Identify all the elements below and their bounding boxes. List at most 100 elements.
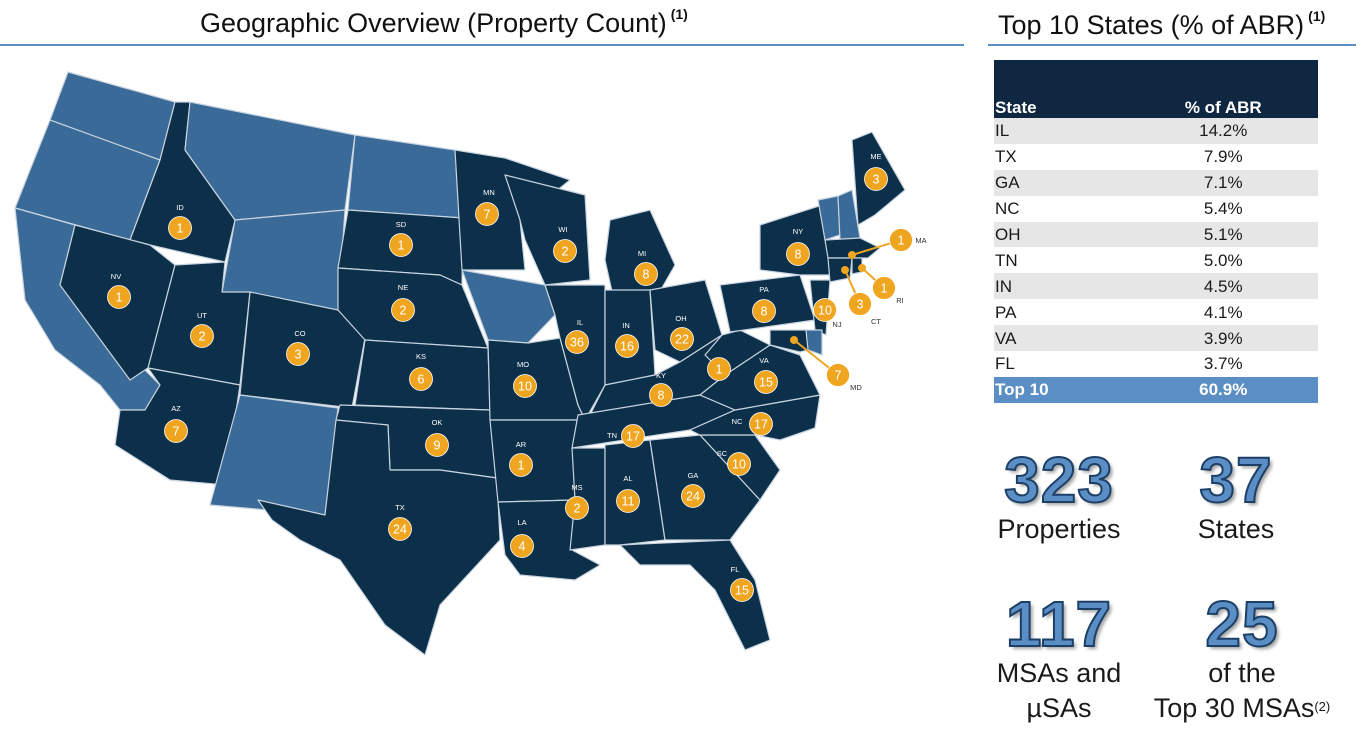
- state-label-ri: RI: [896, 296, 904, 305]
- state-label-mo: MO: [517, 360, 529, 369]
- state-label-sd: SD: [396, 220, 407, 229]
- leader-dot-ma: [849, 252, 855, 258]
- abr-row-ga: GA 7.1%: [994, 170, 1318, 196]
- count-value-la: 4: [519, 540, 526, 554]
- state-label-fl: FL: [731, 565, 740, 574]
- map-title: Geographic Overview (Property Count) (1): [200, 8, 688, 39]
- state-label-nj: NJ: [832, 320, 841, 329]
- state-label-ky: KY: [656, 371, 666, 380]
- abr-header-state: State: [994, 60, 1128, 118]
- count-value-fl: 15: [735, 584, 749, 598]
- count-value-wi: 2: [562, 245, 569, 259]
- count-value-ky: 8: [658, 389, 665, 403]
- state-label-ok: OK: [432, 418, 443, 427]
- count-value-ga: 24: [686, 490, 700, 504]
- abr-cell-state: TN: [994, 247, 1128, 273]
- map-title-footnote: (1): [671, 6, 688, 22]
- count-value-ms: 2: [574, 502, 581, 516]
- abr-cell-pct: 4.1%: [1128, 299, 1319, 325]
- abr-cell-state: TX: [994, 144, 1128, 170]
- abr-cell-state: GA: [994, 170, 1128, 196]
- stat-msas-label-2: µSAs: [992, 691, 1126, 726]
- count-value-nj: 10: [818, 304, 832, 318]
- count-value-id: 1: [177, 222, 184, 236]
- state-label-wi: WI: [558, 225, 567, 234]
- stat-states-label: States: [1180, 512, 1292, 547]
- leader-dot-md: [791, 337, 797, 343]
- abr-table-header: State % of ABR: [994, 60, 1318, 118]
- count-value-ks: 6: [418, 373, 425, 387]
- abr-cell-pct: 7.1%: [1128, 170, 1319, 196]
- abr-cell-state: FL: [994, 351, 1128, 377]
- count-value-mo: 10: [518, 380, 532, 394]
- count-value-nv: 1: [116, 291, 123, 305]
- abr-row-pa: PA 4.1%: [994, 299, 1318, 325]
- state-label-pa: PA: [759, 285, 768, 294]
- count-value-va: 15: [759, 376, 773, 390]
- stat-msas: 117 MSAs and µSAs: [992, 592, 1126, 726]
- state-label-oh: OH: [675, 314, 686, 323]
- state-label-nc: NC: [732, 417, 743, 426]
- abr-row-fl: FL 3.7%: [994, 351, 1318, 377]
- count-value-ct: 3: [857, 298, 864, 312]
- count-value-al: 11: [622, 495, 635, 509]
- table-title-text: Top 10 States (% of ABR): [998, 10, 1304, 40]
- state-label-id: ID: [176, 203, 184, 212]
- table-title-rule: [988, 44, 1356, 46]
- state-label-ga: GA: [688, 471, 699, 480]
- abr-row-oh: OH 5.1%: [994, 222, 1318, 248]
- state-label-tn: TN: [607, 431, 617, 440]
- state-label-co: CO: [294, 329, 305, 338]
- abr-row-tx: TX 7.9%: [994, 144, 1318, 170]
- state-label-al: AL: [623, 474, 632, 483]
- count-value-nc: 17: [754, 418, 768, 432]
- count-value-ut: 2: [199, 330, 206, 344]
- abr-cell-state: NC: [994, 196, 1128, 222]
- count-value-oh: 22: [675, 333, 689, 347]
- stat-msas-value: 117: [992, 592, 1126, 656]
- abr-table: State % of ABR IL 14.2% TX 7.9% GA 7.1% NC 5.4%…: [994, 60, 1318, 403]
- state-label-az: AZ: [171, 404, 181, 413]
- abr-cell-state: VA: [994, 325, 1128, 351]
- abr-cell-pct: 5.0%: [1128, 247, 1319, 273]
- table-title-footnote: (1): [1308, 8, 1325, 24]
- count-value-ri: 1: [881, 282, 888, 296]
- state-label-tx: TX: [395, 503, 405, 512]
- stat-properties-value: 323: [994, 448, 1124, 512]
- state-label-in: IN: [622, 321, 630, 330]
- stat-msas-label-1: MSAs and: [992, 656, 1126, 691]
- table-title: Top 10 States (% of ABR) (1): [998, 10, 1325, 41]
- map-title-rule: [0, 44, 964, 46]
- abr-row-in: IN 4.5%: [994, 273, 1318, 299]
- stat-states: 37 States: [1180, 448, 1292, 547]
- stat-states-value: 37: [1180, 448, 1292, 512]
- leader-dot-ri: [859, 265, 865, 271]
- count-value-ny: 8: [795, 248, 802, 262]
- count-value-tn: 17: [626, 430, 640, 444]
- state-label-ne: NE: [398, 283, 408, 292]
- state-label-ut: UT: [197, 311, 207, 320]
- stat-top30-label-2-text: Top 30 MSAs: [1154, 693, 1315, 723]
- state-label-ks: KS: [416, 352, 426, 361]
- state-nd: [348, 135, 463, 218]
- state-label-va: VA: [759, 356, 768, 365]
- stat-properties: 323 Properties: [994, 448, 1124, 547]
- state-label-ar: AR: [516, 440, 527, 449]
- state-label-ct: CT: [871, 317, 881, 326]
- abr-cell-pct: 5.1%: [1128, 222, 1319, 248]
- state-label-me: ME: [870, 152, 881, 161]
- abr-cell-state: IL: [994, 118, 1128, 144]
- abr-cell-pct: 5.4%: [1128, 196, 1319, 222]
- state-label-sc: SC: [717, 449, 728, 458]
- state-label-nv: NV: [111, 272, 121, 281]
- state-label-mi: MI: [638, 249, 646, 258]
- abr-row-va: VA 3.9%: [994, 325, 1318, 351]
- count-value-sd: 1: [398, 239, 405, 253]
- count-value-sc: 10: [732, 458, 746, 472]
- abr-total-label: Top 10: [994, 377, 1128, 403]
- count-value-me: 3: [873, 173, 880, 187]
- abr-cell-state: IN: [994, 273, 1128, 299]
- abr-cell-pct: 4.5%: [1128, 273, 1319, 299]
- count-value-mi: 8: [643, 268, 650, 282]
- count-value-tx: 24: [393, 523, 407, 537]
